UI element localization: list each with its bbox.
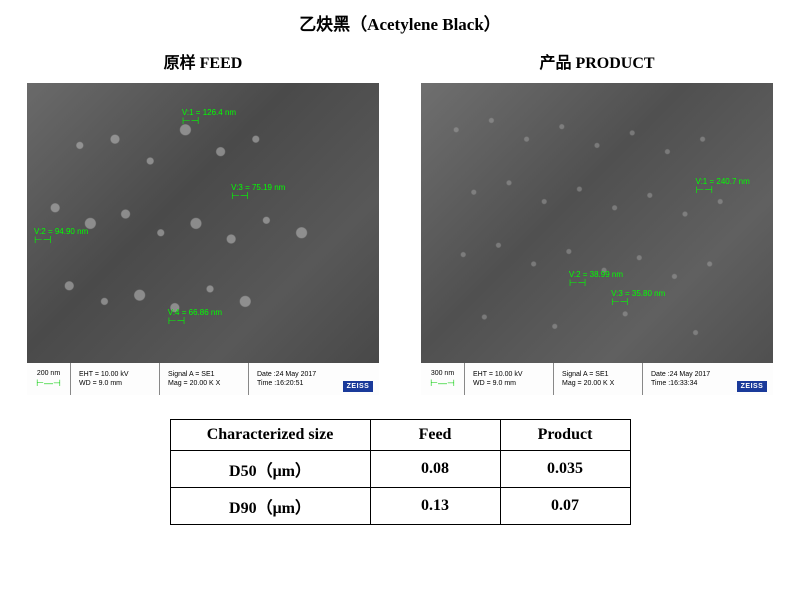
product-info-col3: Date :24 May 2017 Time :16:33:34 xyxy=(643,363,731,395)
product-time: Time :16:33:34 xyxy=(651,380,731,387)
scale-bar-icon: ⊢—⊣ xyxy=(36,379,61,388)
feed-logo-col: ZEISS xyxy=(337,363,379,395)
zeiss-logo-icon: ZEISS xyxy=(343,381,374,392)
table-header-row: Characterized size Feed Product xyxy=(170,420,630,451)
table-header-cell: Characterized size xyxy=(170,420,370,451)
feed-date: Date :24 May 2017 xyxy=(257,371,337,378)
table-header-cell: Feed xyxy=(370,420,500,451)
product-subtitle: 产品 PRODUCT xyxy=(421,49,773,73)
zeiss-logo-icon: ZEISS xyxy=(737,381,768,392)
table-cell: 0.035 xyxy=(500,451,630,488)
table-header-cell: Product xyxy=(500,420,630,451)
measurement-marker: V:2 = 38.99 nm⊢⊣ xyxy=(569,270,623,289)
feed-eht: EHT = 10.00 kV xyxy=(79,371,159,378)
product-texture xyxy=(421,83,773,395)
measurement-marker: V:3 = 35.80 nm⊢⊣ xyxy=(611,289,665,308)
main-title: 乙炔黑（Acetylene Black） xyxy=(0,10,800,35)
feed-info-col1: EHT = 10.00 kV WD = 9.0 mm xyxy=(71,363,160,395)
feed-info-col2: Signal A = SE1 Mag = 20.00 K X xyxy=(160,363,249,395)
table-row: D50（μm）0.080.035 xyxy=(170,451,630,488)
product-wd: WD = 9.0 mm xyxy=(473,380,553,387)
product-eht: EHT = 10.00 kV xyxy=(473,371,553,378)
table-row: D90（μm）0.130.07 xyxy=(170,488,630,525)
measurement-marker: V:1 = 126.4 nm⊢⊣ xyxy=(182,108,236,127)
measurement-marker: V:3 = 75.19 nm⊢⊣ xyxy=(231,183,285,202)
feed-scale-label: 200 nm xyxy=(37,370,60,377)
feed-scale-col: 200 nm ⊢—⊣ xyxy=(27,363,71,395)
feed-info-col3: Date :24 May 2017 Time :16:20:51 xyxy=(249,363,337,395)
images-row: 原样 FEED V:1 = 126.4 nm⊢⊣ V:2 = 94.90 nm⊢⊣… xyxy=(0,49,800,395)
table-cell: D50（μm） xyxy=(170,451,370,488)
measurement-marker: V:1 = 240.7 nm⊢⊣ xyxy=(696,177,750,196)
product-logo-col: ZEISS xyxy=(731,363,773,395)
product-mag: Mag = 20.00 K X xyxy=(562,380,642,387)
table-cell: 0.07 xyxy=(500,488,630,525)
product-info-col2: Signal A = SE1 Mag = 20.00 K X xyxy=(554,363,643,395)
feed-info-bar: 200 nm ⊢—⊣ EHT = 10.00 kV WD = 9.0 mm Si… xyxy=(27,363,379,395)
feed-subtitle: 原样 FEED xyxy=(27,49,379,73)
product-sem-image: V:1 = 240.7 nm⊢⊣ V:2 = 38.99 nm⊢⊣V:3 = 35… xyxy=(421,83,773,395)
product-info-bar: 300 nm ⊢—⊣ EHT = 10.00 kV WD = 9.0 mm Si… xyxy=(421,363,773,395)
feed-wd: WD = 9.0 mm xyxy=(79,380,159,387)
feed-sem-image: V:1 = 126.4 nm⊢⊣ V:2 = 94.90 nm⊢⊣ V:3 = 75… xyxy=(27,83,379,395)
table-cell: D90（μm） xyxy=(170,488,370,525)
product-scale-label: 300 nm xyxy=(431,370,454,377)
feed-time: Time :16:20:51 xyxy=(257,380,337,387)
measurement-marker: V:4 = 66.86 nm⊢⊣ xyxy=(168,308,222,327)
product-scale-col: 300 nm ⊢—⊣ xyxy=(421,363,465,395)
feed-block: 原样 FEED V:1 = 126.4 nm⊢⊣ V:2 = 94.90 nm⊢⊣… xyxy=(27,49,379,395)
product-block: 产品 PRODUCT V:1 = 240.7 nm⊢⊣ V:2 = 38.99 n… xyxy=(421,49,773,395)
product-info-col1: EHT = 10.00 kV WD = 9.0 mm xyxy=(465,363,554,395)
scale-bar-icon: ⊢—⊣ xyxy=(430,379,455,388)
feed-signal: Signal A = SE1 xyxy=(168,371,248,378)
size-table: Characterized size Feed Product D50（μm）0… xyxy=(170,419,631,525)
product-signal: Signal A = SE1 xyxy=(562,371,642,378)
measurement-marker: V:2 = 94.90 nm⊢⊣ xyxy=(34,227,88,246)
table-cell: 0.08 xyxy=(370,451,500,488)
feed-mag: Mag = 20.00 K X xyxy=(168,380,248,387)
table-cell: 0.13 xyxy=(370,488,500,525)
product-date: Date :24 May 2017 xyxy=(651,371,731,378)
